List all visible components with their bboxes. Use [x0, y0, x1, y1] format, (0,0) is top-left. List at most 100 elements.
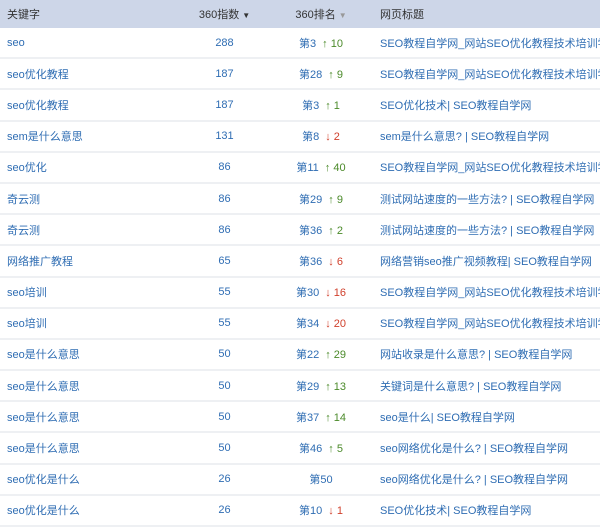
table-body: seo 288 第3 ↑ 10 SEO教程自学网_网站SEO优化教程技术培训学习 s… — [0, 28, 600, 527]
rank-value: 第8 — [302, 131, 320, 144]
arrow-down-icon: ↓ — [325, 318, 331, 331]
sort-caret-icon: ▼ — [242, 11, 251, 20]
page-title-link[interactable]: 网络营销seo推广视频教程| SEO教程自学网 — [380, 255, 592, 268]
page-title-link[interactable]: seo网络优化是什么? | SEO教程自学网 — [380, 474, 569, 487]
keyword-link[interactable]: 奇云测 — [7, 193, 40, 206]
index-value: 86 — [218, 192, 231, 205]
arrow-up-icon: ↑ — [328, 224, 334, 237]
arrow-up-icon: ↑ — [322, 37, 328, 50]
rank-change: ↑ 40 — [325, 162, 346, 174]
keyword-link[interactable]: seo是什么意思 — [7, 443, 80, 456]
rank-change: ↑ 13 — [325, 381, 346, 393]
rank-change-value: 13 — [333, 380, 347, 393]
rank-change-value: 9 — [336, 68, 343, 81]
rank-change-value: 6 — [336, 255, 343, 268]
rank-value: 第37 — [295, 411, 320, 424]
arrow-up-icon: ↑ — [325, 99, 331, 112]
rank-value: 第29 — [295, 380, 320, 393]
page-title-link[interactable]: SEO优化技术| SEO教程自学网 — [380, 99, 532, 112]
rank-change-value: 29 — [333, 349, 347, 362]
rank-change-value: 1 — [333, 99, 340, 112]
page-title-link[interactable]: SEO优化技术| SEO教程自学网 — [380, 505, 532, 518]
page-title-link[interactable]: SEO教程自学网_网站SEO优化教程技术培训学习 — [380, 287, 600, 300]
rank-value: 第29 — [299, 193, 323, 206]
rank-value: 第36 — [299, 255, 323, 268]
rank-cell: 第30 ↓ 16 — [271, 284, 371, 300]
rank-cell: 第28 ↑ 9 — [271, 66, 371, 82]
keyword-link[interactable]: seo是什么意思 — [7, 349, 80, 362]
keyword-link[interactable]: seo培训 — [7, 318, 47, 331]
table-row: seo优化 86 第11 ↑ 40 SEO教程自学网_网站SEO优化教程技术培训学… — [0, 153, 600, 184]
sort-caret-icon: ▼ — [338, 11, 347, 20]
keyword-link[interactable]: 奇云测 — [7, 224, 40, 237]
index-value: 50 — [218, 379, 231, 392]
rank-change: ↑ 10 — [322, 38, 343, 50]
rank-change-value: 14 — [333, 411, 347, 424]
arrow-up-icon: ↑ — [324, 162, 331, 175]
arrow-down-icon: ↓ — [328, 505, 334, 518]
keyword-link[interactable]: sem是什么意思 — [7, 131, 83, 144]
rank-change-value: 1 — [336, 505, 343, 518]
page-title-link[interactable]: seo网络优化是什么? | SEO教程自学网 — [380, 443, 569, 456]
arrow-down-icon: ↓ — [325, 287, 331, 300]
keyword-link[interactable]: seo是什么意思 — [7, 380, 80, 393]
page-title-link[interactable]: seo是什么| SEO教程自学网 — [380, 411, 515, 424]
rank-value: 第3 — [299, 37, 317, 50]
arrow-up-icon: ↑ — [328, 443, 334, 456]
rank-cell: 第3 ↑ 1 — [271, 97, 371, 113]
page-title-link[interactable]: 测试网站速度的一些方法? | SEO教程自学网 — [380, 193, 595, 206]
table-row: seo优化是什么 26 第50 seo网络优化是什么? | SEO教程自学网 — [0, 465, 600, 496]
index-value: 86 — [218, 161, 231, 174]
header-rank-label: 360排名 — [295, 9, 336, 21]
rank-cell: 第29 ↑ 13 — [271, 378, 371, 394]
rank-change: ↑ 5 — [328, 443, 343, 455]
rank-value: 第28 — [299, 68, 323, 81]
index-value: 26 — [218, 504, 231, 517]
header-keyword: 关键字 — [7, 9, 40, 21]
page-title-link[interactable]: 关键词是什么意思? | SEO教程自学网 — [380, 380, 562, 393]
table-row: seo是什么意思 50 第22 ↑ 29 网站收录是什么意思? | SEO教程自学… — [0, 340, 600, 372]
page-title-link[interactable]: SEO教程自学网_网站SEO优化教程技术培训学习 — [380, 318, 600, 331]
keyword-link[interactable]: seo优化教程 — [7, 99, 69, 112]
rank-value: 第11 — [296, 162, 319, 175]
table-row: 网络推广教程 65 第36 ↓ 6 网络营销seo推广视频教程| SEO教程自学网 — [0, 246, 600, 278]
rank-value: 第34 — [295, 318, 320, 331]
keyword-link[interactable]: seo培训 — [7, 287, 47, 300]
rank-cell: 第36 ↓ 6 — [271, 253, 371, 269]
keyword-link[interactable]: seo优化是什么 — [7, 474, 80, 487]
keyword-link[interactable]: seo优化 — [7, 162, 47, 175]
page-title-link[interactable]: SEO教程自学网_网站SEO优化教程技术培训学习 — [380, 162, 600, 175]
keyword-link[interactable]: seo是什么意思 — [7, 411, 80, 424]
table-row: seo优化教程 187 第3 ↑ 1 SEO优化技术| SEO教程自学网 — [0, 90, 600, 122]
table-row: 奇云测 86 第36 ↑ 2 测试网站速度的一些方法? | SEO教程自学网 — [0, 215, 600, 247]
table-row: seo是什么意思 50 第29 ↑ 13 关键词是什么意思? | SEO教程自学网 — [0, 371, 600, 403]
page-title-link[interactable]: SEO教程自学网_网站SEO优化教程技术培训学习 — [380, 68, 600, 81]
header-index-sort[interactable]: 360指数 ▼ — [178, 6, 271, 22]
header-rank-sort[interactable]: 360排名 ▼ — [271, 6, 371, 22]
rank-change: ↓ 1 — [328, 505, 343, 517]
rank-value: 第30 — [295, 287, 320, 300]
index-value: 86 — [218, 223, 231, 236]
keyword-link[interactable]: seo优化是什么 — [7, 505, 80, 518]
index-value: 187 — [215, 98, 234, 111]
arrow-down-icon: ↓ — [328, 255, 334, 268]
page-title-link[interactable]: 网站收录是什么意思? | SEO教程自学网 — [380, 349, 573, 362]
rank-change-value: 40 — [333, 162, 346, 175]
rank-change: ↑ 2 — [328, 225, 343, 237]
keyword-link[interactable]: 网络推广教程 — [7, 255, 73, 268]
rank-value: 第50 — [309, 474, 333, 487]
rank-change-value: 5 — [336, 443, 343, 456]
keyword-link[interactable]: seo — [7, 36, 25, 49]
rank-change-value: 16 — [333, 287, 347, 300]
rank-value: 第22 — [295, 349, 320, 362]
rank-cell: 第3 ↑ 10 — [271, 35, 371, 51]
rank-change: ↓ 16 — [325, 287, 346, 299]
page-title-link[interactable]: 测试网站速度的一些方法? | SEO教程自学网 — [380, 224, 595, 237]
rank-change-value: 20 — [333, 318, 347, 331]
page-title-link[interactable]: SEO教程自学网_网站SEO优化教程技术培训学习 — [380, 37, 600, 50]
keyword-link[interactable]: seo优化教程 — [7, 68, 69, 81]
table-row: seo优化教程 187 第28 ↑ 9 SEO教程自学网_网站SEO优化教程技术培… — [0, 59, 600, 91]
arrow-up-icon: ↑ — [325, 411, 331, 424]
page-title-link[interactable]: sem是什么意思? | SEO教程自学网 — [380, 131, 550, 144]
rank-cell: 第34 ↓ 20 — [271, 315, 371, 331]
